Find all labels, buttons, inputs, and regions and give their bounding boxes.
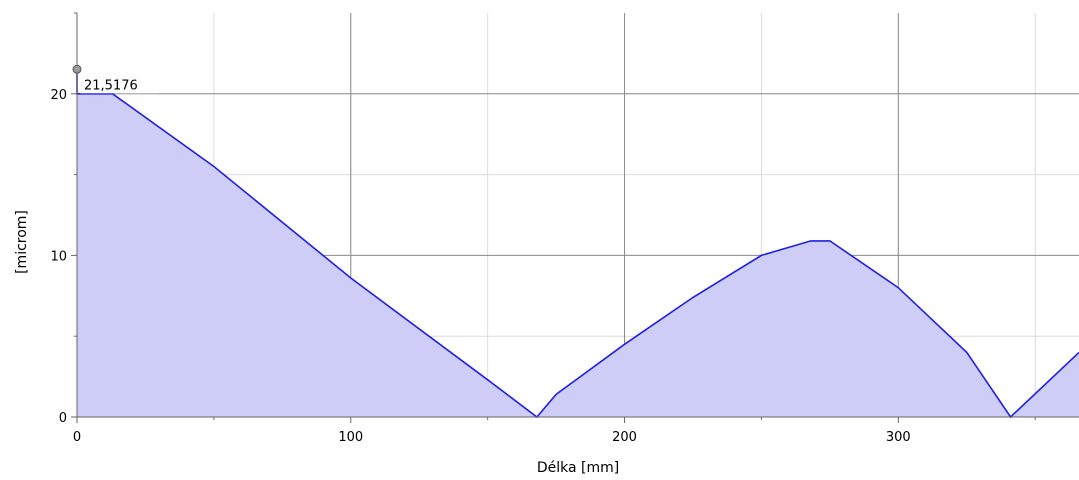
x-tick-label: 100 [338, 430, 363, 445]
y-tick-labels: 0 10 20 [50, 88, 67, 426]
max-value-marker[interactable] [72, 64, 82, 74]
x-tick-labels: 0 100 200 300 [73, 430, 911, 445]
y-axis-title: [microm] [14, 210, 30, 274]
series-area-fill [77, 69, 1079, 418]
max-value-annotation[interactable]: 21,5176 [72, 64, 158, 94]
annotation-label-background [80, 75, 158, 94]
x-tick-label: 300 [886, 430, 911, 445]
axes [71, 12, 1079, 423]
x-tick-label: 0 [73, 430, 81, 445]
x-tick-label: 200 [612, 430, 637, 445]
annotation-label: 21,5176 [84, 78, 138, 93]
y-tick-label: 20 [50, 88, 67, 103]
x-axis-title: Délka [mm] [537, 460, 619, 476]
y-tick-label: 0 [59, 411, 67, 426]
series-line [76, 69, 1079, 419]
y-tick-label: 10 [50, 249, 67, 264]
